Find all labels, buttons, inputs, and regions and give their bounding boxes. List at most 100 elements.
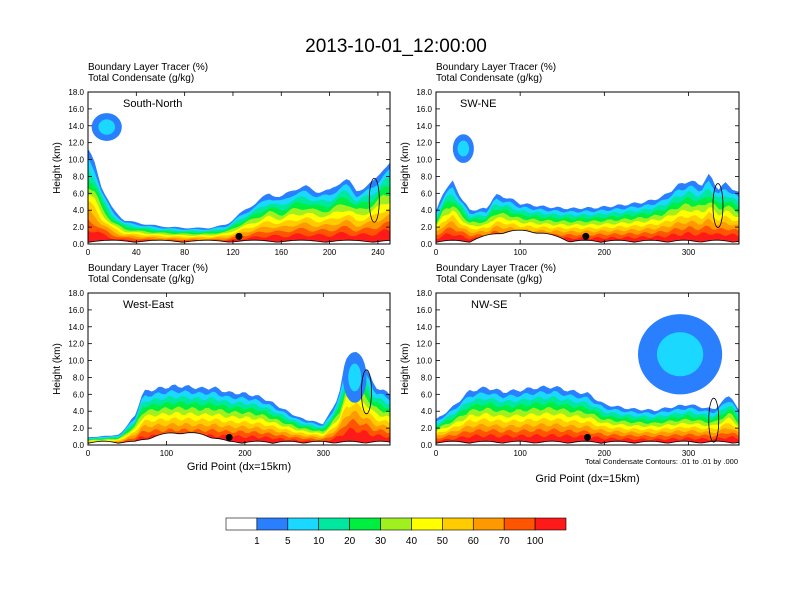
y-tick-label: 6.0 xyxy=(73,390,85,399)
plot-area xyxy=(88,351,390,445)
x-axis-label: Grid Point (dx=15km) xyxy=(535,473,639,485)
condensate-contour xyxy=(368,177,380,223)
plot-frame xyxy=(87,292,391,446)
location-marker xyxy=(584,433,591,441)
x-tick-label: 200 xyxy=(598,449,612,458)
y-tick-label: 10.0 xyxy=(68,357,84,366)
y-tick-label: 14.0 xyxy=(416,323,432,332)
plot-area xyxy=(88,113,390,244)
colorbar-segment xyxy=(318,517,350,531)
colorbar-segment xyxy=(411,517,443,531)
y-tick-label: 0.0 xyxy=(421,441,433,450)
y-tick-label: 12.0 xyxy=(416,340,432,349)
x-tick-label: 80 xyxy=(180,248,189,257)
colorbar-segment xyxy=(380,517,412,531)
terrain xyxy=(436,440,739,445)
colorbar: 1 5 10 20 30 40 50 60 70 100 xyxy=(225,517,567,547)
panel-west-east: Boundary Layer Tracer (%)Total Condensat… xyxy=(52,263,391,473)
y-tick-label: 6.0 xyxy=(421,390,433,399)
condensate-contour xyxy=(712,183,724,228)
panel-nw-se: Boundary Layer Tracer (%)Total Condensat… xyxy=(400,263,740,485)
x-tick-label: 200 xyxy=(598,248,612,257)
x-tick-label: 300 xyxy=(682,449,696,458)
panel-title-line2: Total Condensate (g/kg) xyxy=(436,274,542,285)
colorbar-tick-label: 30 xyxy=(375,536,387,547)
condensate-contour xyxy=(708,397,720,443)
y-tick-label: 18.0 xyxy=(416,88,432,97)
y-tick-label: 8.0 xyxy=(421,373,433,382)
colorbar-segment xyxy=(349,517,381,531)
panel-title-line2: Total Condensate (g/kg) xyxy=(88,274,194,285)
y-tick-label: 18.0 xyxy=(416,289,432,298)
x-tick-label: 300 xyxy=(317,449,331,458)
panel-title-line2: Total Condensate (g/kg) xyxy=(88,73,194,84)
location-marker xyxy=(582,232,590,240)
x-tick-label: 200 xyxy=(238,449,252,458)
y-tick-label: 6.0 xyxy=(73,189,85,198)
cloud-tracer-inner xyxy=(348,363,362,392)
x-tick-label: 300 xyxy=(682,248,696,257)
panel-title-line1: Boundary Layer Tracer (%) xyxy=(436,263,556,274)
y-tick-label: 10.0 xyxy=(416,156,432,165)
colorbar-tick-label: 70 xyxy=(499,536,511,547)
y-tick-label: 4.0 xyxy=(73,407,85,416)
y-tick-label: 0.0 xyxy=(421,240,433,249)
y-axis-label: Height (km) xyxy=(52,343,63,395)
y-tick-label: 2.0 xyxy=(421,424,433,433)
colorbar-segment xyxy=(534,517,567,531)
y-axis-label: Height (km) xyxy=(400,142,411,194)
y-tick-label: 12.0 xyxy=(68,139,84,148)
y-tick-label: 0.0 xyxy=(73,240,85,249)
y-tick-label: 4.0 xyxy=(73,206,85,215)
y-tick-label: 0.0 xyxy=(73,441,85,450)
y-tick-label: 2.0 xyxy=(73,223,85,232)
y-tick-label: 14.0 xyxy=(68,323,84,332)
colorbar-tick-label: 20 xyxy=(344,536,356,547)
panel-label: South-North xyxy=(123,98,182,110)
plot-area xyxy=(436,134,739,244)
condensate-contour xyxy=(361,369,372,415)
colorbar-segment xyxy=(472,517,505,531)
colorbar-tick-label: 50 xyxy=(437,536,449,547)
y-tick-label: 16.0 xyxy=(416,306,432,315)
x-tick-label: 0 xyxy=(434,248,439,257)
plot-frame xyxy=(435,91,740,245)
y-tick-label: 8.0 xyxy=(73,172,85,181)
y-tick-label: 18.0 xyxy=(68,88,84,97)
panel-label: SW-NE xyxy=(460,98,496,110)
y-tick-label: 14.0 xyxy=(68,122,84,131)
y-tick-label: 14.0 xyxy=(416,122,432,131)
y-axis-label: Height (km) xyxy=(52,142,63,194)
y-tick-label: 2.0 xyxy=(421,223,433,232)
contour-note: Total Condensate Contours: .01 to .01 by… xyxy=(585,457,738,466)
x-tick-label: 200 xyxy=(323,248,337,257)
y-tick-label: 10.0 xyxy=(68,156,84,165)
panel-label: West-East xyxy=(123,299,174,311)
location-marker xyxy=(235,232,243,240)
tracer-band-10 xyxy=(88,229,390,244)
y-tick-label: 8.0 xyxy=(421,172,433,181)
x-tick-label: 160 xyxy=(275,248,289,257)
y-tick-label: 16.0 xyxy=(68,105,84,114)
x-axis-label: Grid Point (dx=15km) xyxy=(187,461,291,473)
colorbar-tick-label: 1 xyxy=(254,536,260,547)
plot-frame xyxy=(435,292,740,446)
x-tick-label: 100 xyxy=(513,248,527,257)
figure-title: 2013-10-01_12:00:00 xyxy=(305,36,487,57)
colorbar-segment xyxy=(225,517,258,531)
y-axis-label: Height (km) xyxy=(400,343,411,395)
cloud-tracer-inner xyxy=(656,332,704,377)
x-tick-label: 100 xyxy=(160,449,174,458)
x-tick-label: 120 xyxy=(226,248,240,257)
panel-title-line1: Boundary Layer Tracer (%) xyxy=(88,62,208,73)
colorbar-segment xyxy=(442,517,474,531)
colorbar-segment xyxy=(287,517,320,531)
colorbar-tick-label: 100 xyxy=(527,536,544,547)
panel-label: NW-SE xyxy=(471,299,507,311)
plot-area xyxy=(436,314,739,445)
location-marker xyxy=(225,433,233,441)
y-tick-label: 8.0 xyxy=(73,373,85,382)
y-tick-label: 16.0 xyxy=(68,306,84,315)
y-tick-label: 10.0 xyxy=(416,357,432,366)
